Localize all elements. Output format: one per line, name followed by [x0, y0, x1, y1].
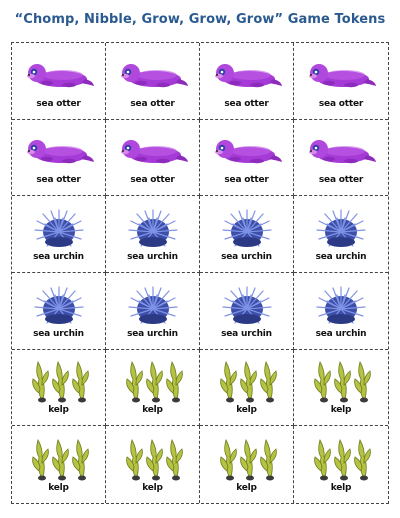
token-card-sea-urchin: sea urchin [106, 272, 200, 350]
token-label: sea urchin [315, 328, 367, 339]
kelp-icon [31, 361, 89, 404]
token-card-kelp: kelp [294, 350, 388, 427]
token-label: sea otter [36, 175, 81, 186]
kelp-icon [125, 361, 183, 404]
token-label: kelp [142, 482, 163, 493]
token-label: sea otter [36, 98, 81, 109]
token-card-kelp: kelp [294, 426, 388, 503]
sea-urchin-icon [221, 209, 272, 248]
token-label: sea otter [130, 175, 175, 186]
token-card-sea-otter: sea otter [200, 119, 294, 197]
token-card-sea-urchin: sea urchin [12, 196, 106, 273]
token-label: sea otter [224, 98, 269, 109]
token-label: sea urchin [315, 252, 367, 263]
page-title: “Chomp, Nibble, Grow, Grow, Grow” Game T… [14, 12, 386, 27]
sea-otter-icon [214, 140, 282, 164]
sea-otter-icon [214, 63, 282, 88]
token-card-sea-urchin: sea urchin [294, 196, 388, 273]
token-label: sea urchin [221, 328, 272, 339]
sea-otter-icon [26, 63, 94, 88]
token-card-sea-otter: sea otter [106, 43, 200, 120]
token-label: kelp [48, 482, 69, 493]
token-label: kelp [330, 482, 352, 493]
token-card-kelp: kelp [200, 349, 294, 427]
token-grid: sea otter sea otter sea otter sea otter sea … [11, 42, 389, 504]
kelp-icon [31, 439, 89, 481]
sea-urchin-icon [221, 286, 272, 325]
token-label: sea urchin [33, 328, 84, 339]
token-label: kelp [142, 405, 163, 416]
kelp-icon [314, 361, 371, 404]
token-card-sea-urchin: sea urchin [106, 196, 200, 273]
token-card-sea-urchin: sea urchin [294, 273, 388, 350]
kelp-icon [219, 439, 277, 481]
token-card-sea-otter: sea otter [294, 120, 388, 197]
sea-otter-icon [120, 140, 188, 164]
sea-otter-icon [309, 63, 376, 88]
token-label: sea urchin [127, 328, 178, 339]
token-card-sea-otter: sea otter [12, 43, 106, 120]
token-card-kelp: kelp [12, 426, 106, 503]
token-label: sea otter [130, 98, 175, 109]
token-label: sea otter [224, 175, 269, 186]
token-label: kelp [48, 405, 69, 416]
token-card-sea-otter: sea otter [294, 43, 388, 120]
token-card-kelp: kelp [12, 349, 106, 427]
token-label: sea urchin [221, 252, 272, 263]
token-card-sea-urchin: sea urchin [200, 196, 294, 273]
sea-urchin-icon [127, 209, 178, 248]
sea-urchin-icon [316, 286, 366, 325]
sea-urchin-icon [127, 286, 178, 325]
token-label: sea urchin [127, 252, 178, 263]
token-label: sea urchin [33, 252, 84, 263]
token-label: kelp [330, 405, 352, 416]
kelp-icon [125, 439, 183, 481]
sea-otter-icon [26, 140, 94, 164]
token-card-kelp: kelp [106, 426, 200, 503]
token-label: sea otter [318, 175, 364, 186]
token-card-sea-otter: sea otter [200, 43, 294, 120]
sea-otter-icon [120, 63, 188, 88]
token-card-kelp: kelp [200, 426, 294, 503]
kelp-icon [219, 361, 277, 404]
sea-urchin-icon [33, 286, 84, 325]
token-card-sea-urchin: sea urchin [12, 272, 106, 350]
sea-urchin-icon [316, 209, 366, 248]
sea-urchin-icon [33, 209, 84, 248]
token-label: sea otter [318, 98, 364, 109]
token-card-sea-urchin: sea urchin [200, 272, 294, 350]
token-card-sea-otter: sea otter [12, 119, 106, 197]
token-card-sea-otter: sea otter [106, 119, 200, 197]
token-card-kelp: kelp [106, 349, 200, 427]
token-label: kelp [236, 482, 257, 493]
kelp-icon [314, 439, 371, 481]
token-label: kelp [236, 405, 257, 416]
sea-otter-icon [309, 140, 376, 164]
